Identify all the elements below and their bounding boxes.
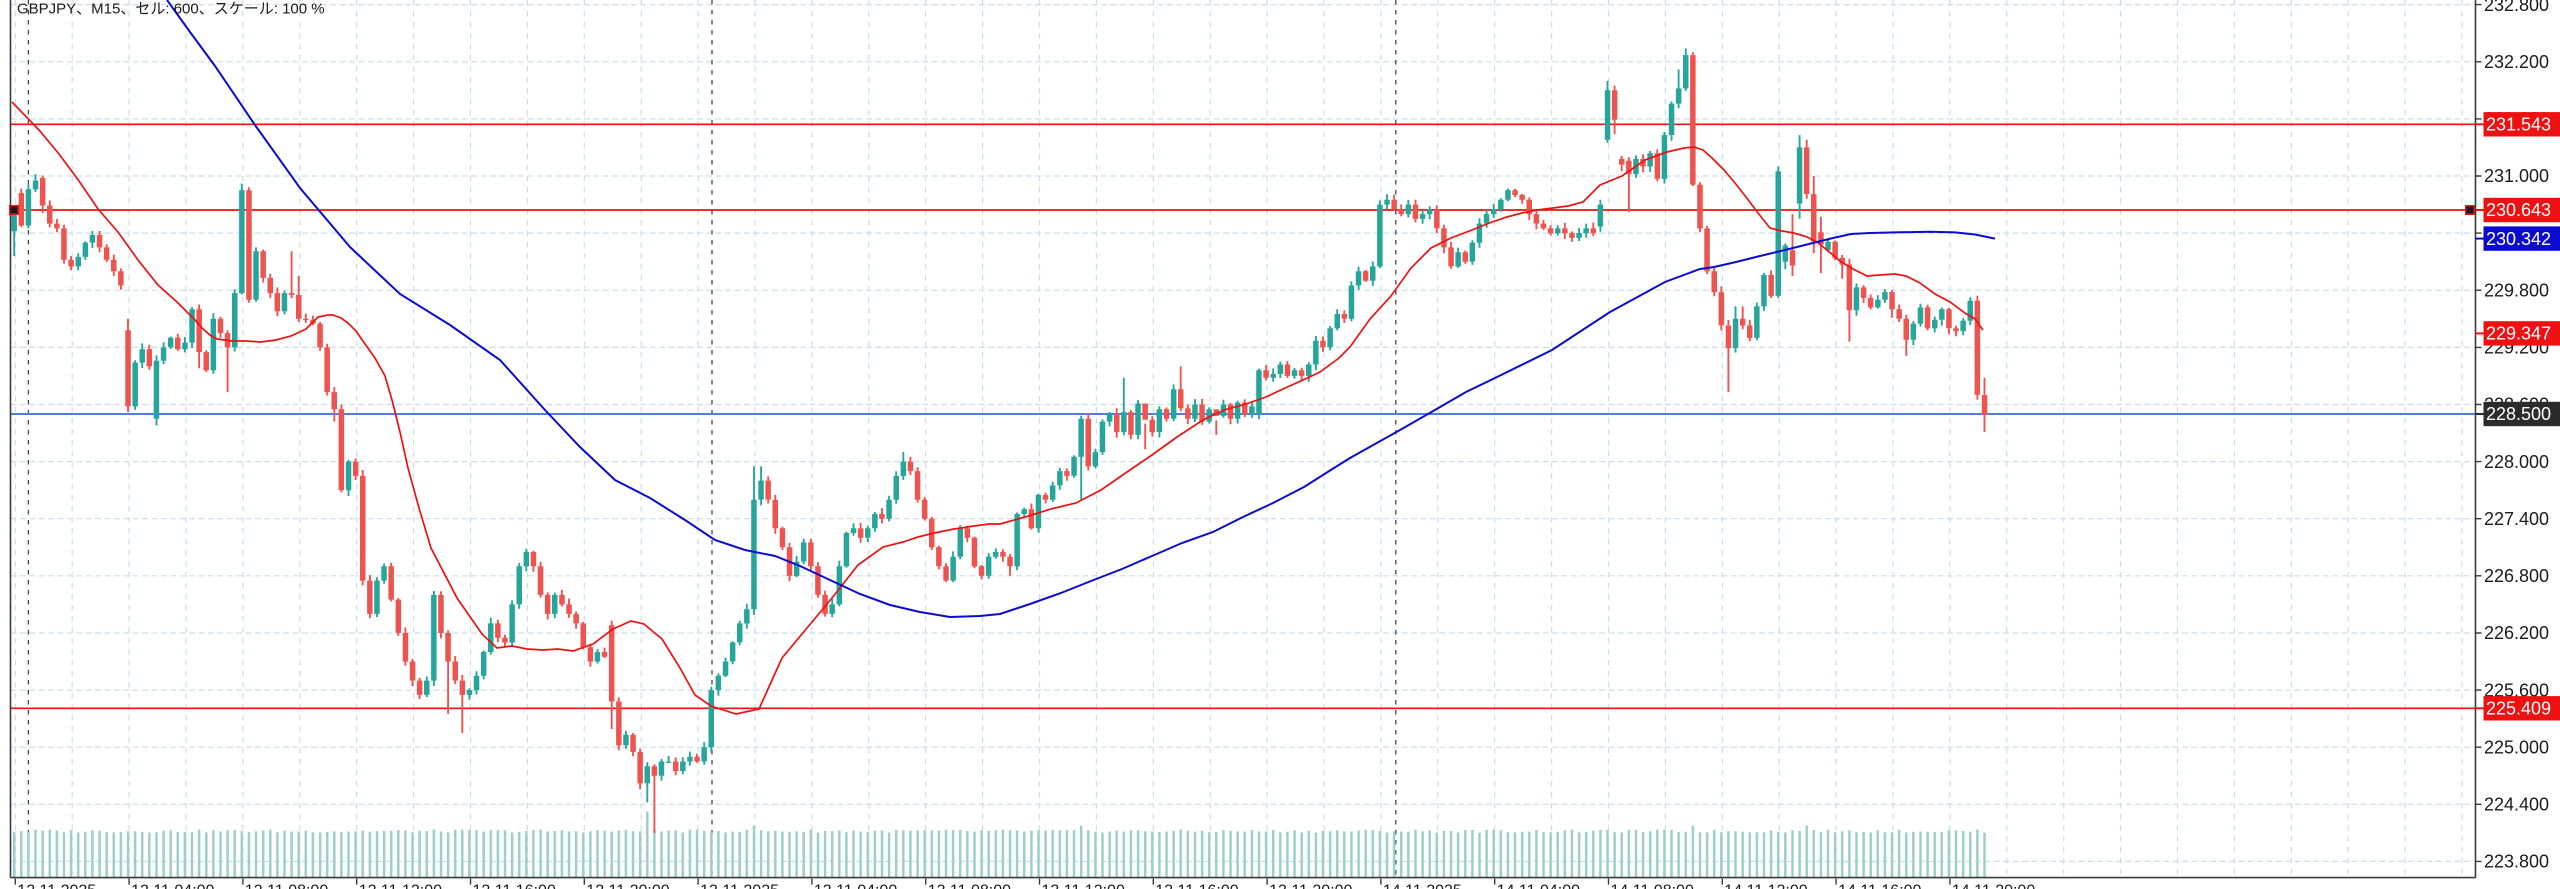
svg-text:12 11 08:00: 12 11 08:00 <box>245 883 328 889</box>
svg-text:14 11 2025: 14 11 2025 <box>1383 883 1462 889</box>
svg-text:13 11 16:00: 13 11 16:00 <box>1155 883 1238 889</box>
svg-text:230.342: 230.342 <box>2486 229 2551 249</box>
svg-text:12 11 12:00: 12 11 12:00 <box>359 883 442 889</box>
svg-text:13 11 04:00: 13 11 04:00 <box>814 883 897 889</box>
svg-text:229.347: 229.347 <box>2486 324 2551 344</box>
svg-text:13 11 2025: 13 11 2025 <box>700 883 779 889</box>
svg-text:14 11 08:00: 14 11 08:00 <box>1611 883 1694 889</box>
svg-text:232.800: 232.800 <box>2484 0 2549 15</box>
svg-text:229.800: 229.800 <box>2484 280 2549 300</box>
svg-text:224.400: 224.400 <box>2484 795 2549 815</box>
svg-text:14 11 12:00: 14 11 12:00 <box>1724 883 1807 889</box>
svg-text:231.543: 231.543 <box>2486 115 2551 135</box>
svg-text:12 11 16:00: 12 11 16:00 <box>473 883 556 889</box>
svg-text:14 11 20:00: 14 11 20:00 <box>1952 883 2035 889</box>
svg-text:13 11 12:00: 13 11 12:00 <box>1042 883 1125 889</box>
svg-text:14 11 04:00: 14 11 04:00 <box>1497 883 1580 889</box>
svg-text:227.400: 227.400 <box>2484 509 2549 529</box>
svg-text:228.000: 228.000 <box>2484 452 2549 472</box>
svg-text:230.643: 230.643 <box>2486 200 2551 220</box>
svg-text:225.600: 225.600 <box>2484 680 2549 700</box>
svg-text:223.800: 223.800 <box>2484 852 2549 872</box>
svg-text:GBPJPY、M15、セル: 600、スケール: 100 %: GBPJPY、M15、セル: 600、スケール: 100 % <box>17 1 325 18</box>
svg-text:225.000: 225.000 <box>2484 737 2549 757</box>
svg-text:231.000: 231.000 <box>2484 166 2549 186</box>
svg-text:228.500: 228.500 <box>2486 404 2551 424</box>
svg-text:13 11 08:00: 13 11 08:00 <box>928 883 1011 889</box>
svg-text:232.200: 232.200 <box>2484 52 2549 72</box>
svg-text:225.409: 225.409 <box>2486 699 2551 719</box>
svg-text:12 11 20:00: 12 11 20:00 <box>586 883 669 889</box>
svg-text:226.800: 226.800 <box>2484 566 2549 586</box>
svg-text:14 11 16:00: 14 11 16:00 <box>1838 883 1921 889</box>
svg-text:13 11 20:00: 13 11 20:00 <box>1269 883 1352 889</box>
svg-text:12 11 2025: 12 11 2025 <box>17 883 96 889</box>
svg-text:226.200: 226.200 <box>2484 623 2549 643</box>
svg-text:12 11 04:00: 12 11 04:00 <box>131 883 214 889</box>
